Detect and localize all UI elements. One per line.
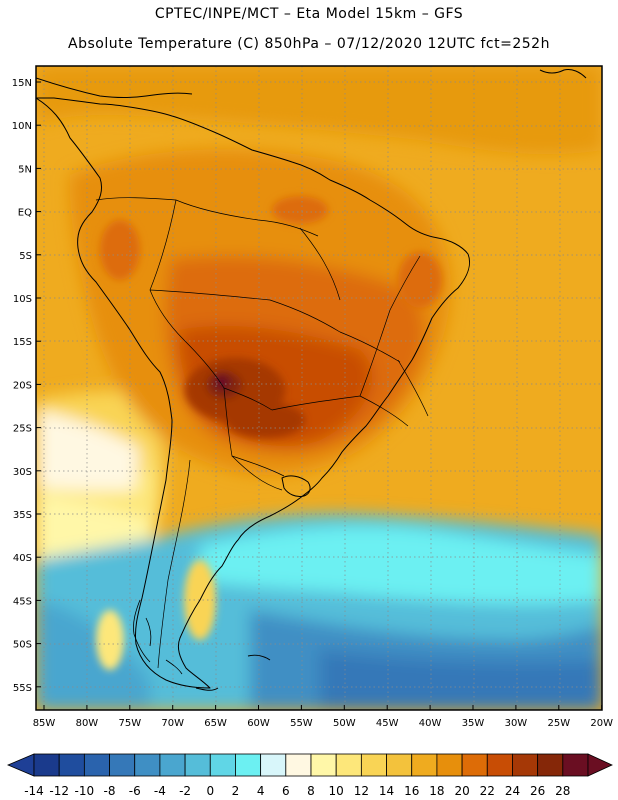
- legend-label: -12: [49, 784, 69, 798]
- legend-swatch: [386, 753, 413, 777]
- lat-label: EQ: [18, 208, 32, 219]
- legend-label: 22: [480, 784, 495, 798]
- lon-label: 60W: [247, 718, 270, 729]
- legend-label: -4: [154, 784, 166, 798]
- legend-swatch: [512, 753, 539, 777]
- legend-swatch: [310, 753, 337, 777]
- legend-label: 10: [329, 784, 344, 798]
- lat-label: 55S: [13, 683, 32, 694]
- lat-label: 20S: [13, 380, 32, 391]
- lon-label: 80W: [76, 718, 99, 729]
- grid-lines: [36, 66, 602, 710]
- lon-label: 35W: [462, 718, 485, 729]
- map-frame: [35, 65, 603, 711]
- title-model: CPTEC/INPE/MCT – Eta Model 15km – GFS: [154, 6, 464, 22]
- legend-swatch: [486, 753, 513, 777]
- legend-swatch: [260, 753, 287, 777]
- legend-swatch: [411, 753, 438, 777]
- legend-under-arrow: [6, 753, 35, 777]
- legend-swatch: [537, 753, 564, 777]
- legend-label: 16: [404, 784, 419, 798]
- legend-swatch: [159, 753, 186, 777]
- legend-swatch: [335, 753, 362, 777]
- legend-label: -8: [104, 784, 116, 798]
- legend-swatch: [184, 753, 211, 777]
- legend-label: 18: [429, 784, 444, 798]
- legend-swatch: [436, 753, 463, 777]
- lat-label: 10S: [13, 294, 32, 305]
- legend-swatch: [83, 753, 110, 777]
- legend-label: 26: [530, 784, 545, 798]
- legend-label: 24: [505, 784, 520, 798]
- lat-label: 10N: [12, 121, 32, 132]
- legend-label: 12: [354, 784, 369, 798]
- lon-label: 85W: [33, 718, 56, 729]
- legend-over-arrow: [587, 753, 613, 777]
- legend-swatch: [562, 753, 589, 777]
- legend-label: 28: [555, 784, 570, 798]
- lon-label: 55W: [290, 718, 313, 729]
- lon-label: 25W: [547, 718, 570, 729]
- lat-label: 15S: [13, 337, 32, 348]
- lon-label: 50W: [333, 718, 356, 729]
- legend-label: -14: [24, 784, 44, 798]
- legend-swatch: [360, 753, 387, 777]
- legend-label: 14: [379, 784, 394, 798]
- lon-label: 45W: [376, 718, 399, 729]
- lon-label: 65W: [204, 718, 227, 729]
- legend-swatch: [209, 753, 236, 777]
- borders: [95, 197, 429, 669]
- islands: [133, 599, 183, 675]
- lat-label: 25S: [13, 424, 32, 435]
- legend-label: 6: [282, 784, 290, 798]
- title-variable: Absolute Temperature (C) 850hPa – 07/12/…: [68, 36, 550, 52]
- lon-label: 70W: [161, 718, 184, 729]
- legend-swatch: [285, 753, 312, 777]
- lat-label: 45S: [13, 596, 32, 607]
- legend-label: 2: [232, 784, 240, 798]
- lat-label: 40S: [13, 553, 32, 564]
- legend-label: -10: [75, 784, 95, 798]
- latitude-ticks: 15N 10N 5N EQ 5S 10S 15S 20S 25S 30S 35S 40S 45S 50S 5…: [12, 78, 41, 694]
- legend-swatch: [235, 753, 262, 777]
- lat-label: 30S: [13, 467, 32, 478]
- lat-label: 5S: [19, 251, 32, 262]
- legend-label: 4: [257, 784, 265, 798]
- legend-labels: -14 -12 -10 -8 -6 -4 -2 0 2 4 6 8 10 12 14 16 18 20 22 24 26…: [24, 784, 570, 798]
- lon-label: 75W: [118, 718, 141, 729]
- coastlines: [36, 69, 587, 691]
- lat-label: 5N: [18, 164, 32, 175]
- lat-label: 35S: [13, 510, 32, 521]
- legend-label: 8: [307, 784, 315, 798]
- legend-swatch: [109, 753, 136, 777]
- legend-bar: [6, 753, 613, 777]
- lat-label: 15N: [12, 78, 32, 89]
- legend-swatch: [461, 753, 488, 777]
- legend-swatch: [134, 753, 161, 777]
- legend-label: 0: [206, 784, 214, 798]
- lon-label: 40W: [419, 718, 442, 729]
- legend-label: 20: [454, 784, 469, 798]
- lat-label: 50S: [13, 640, 32, 651]
- legend-swatch: [58, 753, 85, 777]
- longitude-ticks: 85W 80W 75W 70W 65W 60W 55W 50W 45W 40W 35W 30W 25W 2…: [33, 705, 613, 729]
- lon-label: 20W: [590, 718, 613, 729]
- lon-label: 30W: [505, 718, 528, 729]
- temperature-field: [36, 66, 602, 710]
- legend-swatch: [33, 753, 60, 777]
- legend-label: -6: [129, 784, 141, 798]
- legend-label: -2: [179, 784, 191, 798]
